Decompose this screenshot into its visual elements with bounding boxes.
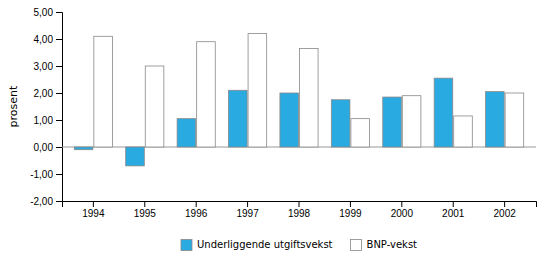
- bars: [74, 34, 523, 166]
- x-tick-mark: [144, 201, 145, 207]
- legend-item: BNP-vekst: [351, 239, 418, 251]
- x-tick: 2000: [391, 201, 414, 219]
- x-tick-label: 1999: [339, 208, 362, 219]
- bar: [351, 119, 370, 147]
- x-tick-label: 2001: [442, 208, 465, 219]
- x-tick-mark: [93, 201, 94, 207]
- y-tick-mark: [56, 201, 62, 202]
- x-tick: 1998: [288, 201, 311, 219]
- x-tick-mark: [299, 201, 300, 207]
- x-tick-label: 2000: [391, 208, 414, 219]
- legend-swatch: [351, 240, 362, 251]
- y-tick-mark: [56, 147, 62, 148]
- x-tick: 2002: [494, 201, 517, 219]
- bar-series: [94, 34, 524, 147]
- y-tick: 0,00: [34, 142, 62, 153]
- y-tick: 2,00: [34, 88, 62, 99]
- x-tick-mark: [350, 201, 351, 207]
- plot: -2,00-1,000,001,002,003,004,005,00199419…: [30, 7, 536, 219]
- x-tick-mark: [401, 201, 402, 207]
- y-tick-mark: [56, 174, 62, 175]
- bar: [486, 92, 505, 147]
- x-axis-line: [63, 202, 537, 208]
- y-tick-label: 0,00: [34, 142, 54, 153]
- x-tick-mark: [196, 201, 197, 207]
- x-tick: 1995: [134, 201, 157, 219]
- x-tick-mark: [504, 201, 505, 207]
- y-axis: -2,00 -1,00 0,00 1,00 2,00 3,00 4,00 5,00: [30, 7, 62, 207]
- x-tick-label: 1994: [82, 208, 105, 219]
- legend-label: BNP-vekst: [367, 239, 418, 250]
- y-tick: 3,00: [34, 61, 62, 72]
- y-tick-label: 2,00: [34, 88, 54, 99]
- y-tick-label: 3,00: [34, 61, 54, 72]
- bar: [197, 42, 216, 147]
- x-tick: 1997: [236, 201, 259, 219]
- bar: [505, 93, 524, 147]
- x-axis: 1994 1995 1996 1997 1998 1999 2000 2001 2002: [63, 201, 537, 219]
- y-tick: 5,00: [34, 7, 62, 18]
- x-tick-label: 1998: [288, 208, 311, 219]
- bar: [248, 34, 267, 147]
- bar: [402, 96, 421, 147]
- y-tick-mark: [56, 12, 62, 13]
- legend-label: Underliggende utgiftsvekst: [197, 239, 333, 250]
- y-tick: 1,00: [34, 115, 62, 126]
- x-tick-mark: [453, 201, 454, 207]
- legend-item: Underliggende utgiftsvekst: [181, 239, 333, 251]
- bar: [94, 36, 113, 147]
- legend-swatch: [181, 240, 192, 251]
- y-tick-mark: [56, 120, 62, 121]
- y-tick-label: 4,00: [34, 34, 54, 45]
- x-tick: 1999: [339, 201, 362, 219]
- y-axis-line: [56, 13, 63, 202]
- y-tick: -2,00: [30, 196, 62, 207]
- y-tick: -1,00: [30, 169, 62, 180]
- bar: [74, 147, 93, 150]
- x-tick-label: 2002: [494, 208, 517, 219]
- y-axis-title: prosent: [7, 85, 20, 127]
- bar: [177, 119, 196, 147]
- x-tick-mark: [247, 201, 248, 207]
- y-tick: 4,00: [34, 34, 62, 45]
- y-tick-mark: [56, 66, 62, 67]
- bar: [434, 78, 453, 147]
- x-tick: 1996: [185, 201, 208, 219]
- bar: [383, 97, 402, 147]
- y-tick-label: -2,00: [30, 196, 53, 207]
- x-tick: 1994: [82, 201, 105, 219]
- y-tick-label: 1,00: [34, 115, 54, 126]
- bar-series: [74, 78, 504, 166]
- bar: [299, 48, 318, 147]
- bar: [454, 116, 473, 147]
- x-tick-label: 1996: [185, 208, 208, 219]
- chart: -2,00-1,000,001,002,003,004,005,00199419…: [0, 0, 550, 259]
- bar: [229, 90, 248, 147]
- bar: [126, 147, 145, 166]
- x-tick: 2001: [442, 201, 465, 219]
- y-tick-label: 5,00: [34, 7, 54, 18]
- x-tick-label: 1995: [134, 208, 157, 219]
- y-tick-mark: [56, 93, 62, 94]
- bar: [145, 66, 164, 147]
- x-tick-label: 1997: [236, 208, 259, 219]
- y-tick-label: -1,00: [30, 169, 53, 180]
- y-tick-mark: [56, 39, 62, 40]
- bar: [280, 93, 299, 147]
- legend: Underliggende utgiftsvekst BNP-vekst: [181, 239, 417, 251]
- bar: [331, 100, 350, 147]
